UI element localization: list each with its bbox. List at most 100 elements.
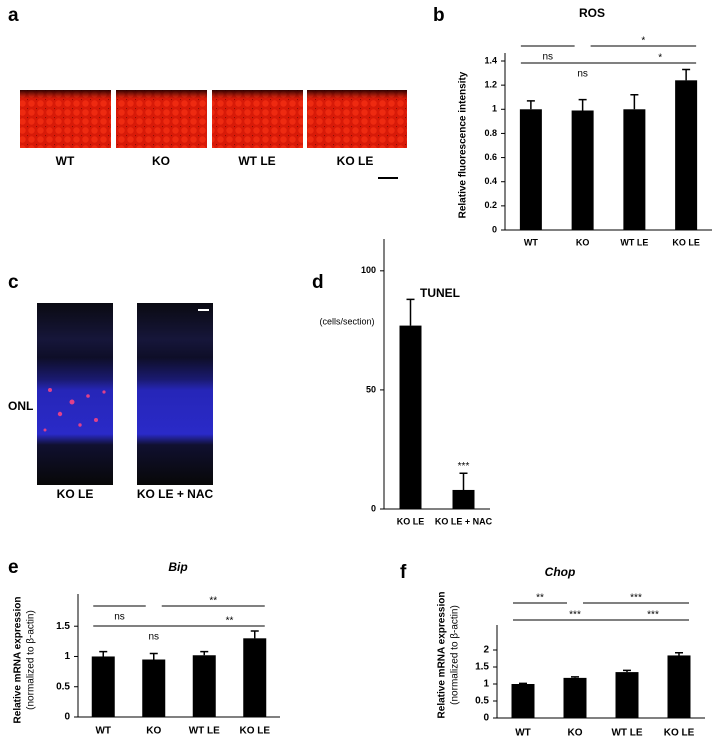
y-axis-label: Relative mRNA expression	[437, 592, 448, 719]
significance-label: **	[209, 596, 217, 607]
bar	[519, 109, 542, 230]
y-tick-label: 1.5	[475, 662, 489, 673]
significance-label: ***	[569, 610, 581, 621]
y-tick-label: 1	[483, 679, 489, 690]
bar	[571, 110, 594, 230]
y-tick-label: 50	[366, 384, 376, 394]
x-tick-label: KO	[146, 726, 161, 737]
error-bar	[623, 669, 631, 673]
image-label: KO LE	[57, 487, 94, 501]
error-bar	[406, 298, 415, 326]
bar	[615, 672, 639, 718]
error-bar	[149, 652, 158, 660]
image-label: KO LE + NAC	[137, 487, 214, 501]
panel-letter: e	[8, 557, 19, 578]
significance-label: **	[226, 616, 234, 627]
x-tick-label: KO	[568, 728, 583, 738]
significance-label: *	[641, 36, 645, 47]
significance-label: ***	[458, 461, 470, 472]
error-bar	[526, 100, 535, 110]
significance-label: ns	[148, 632, 159, 643]
y-tick-label: 0	[483, 713, 489, 724]
y-tick-label: 0.5	[475, 696, 489, 707]
chart-title: Chop	[545, 565, 576, 579]
y-tick-label: 0	[371, 503, 376, 513]
y-tick-label: 1.5	[56, 621, 70, 632]
panel-letter: a	[8, 5, 19, 26]
bar	[452, 489, 475, 509]
image-label: WT	[56, 154, 75, 168]
image-label: KO LE	[337, 154, 374, 168]
y-tick-label: 0	[492, 224, 497, 234]
x-tick-label: KO LE	[239, 726, 270, 737]
x-tick-label: WT	[524, 237, 538, 247]
x-tick-label: WT LE	[189, 726, 220, 737]
x-tick-label: WT	[515, 728, 531, 738]
region-label: ONL	[8, 399, 33, 413]
bar	[91, 656, 115, 717]
bar	[623, 109, 646, 230]
significance-label: **	[536, 593, 544, 604]
x-tick-label: KO LE + NAC	[435, 516, 493, 526]
chart-title: Bip	[168, 560, 187, 574]
panel-letter: b	[433, 5, 445, 26]
y-axis-label: Relative fluorescence intensity	[458, 71, 469, 218]
bar	[511, 684, 535, 718]
significance-label: ***	[647, 610, 659, 621]
x-tick-label: WT	[95, 726, 111, 737]
y-tick-label: 1.4	[484, 55, 497, 65]
panel-a-images	[20, 90, 407, 179]
bar	[563, 677, 587, 718]
y-tick-label: 0.8	[484, 128, 497, 138]
bar	[667, 655, 691, 718]
error-bar	[675, 651, 683, 656]
error-bar	[571, 676, 579, 678]
bar	[142, 659, 166, 717]
y-tick-label: 2	[483, 645, 489, 656]
error-bar	[200, 650, 209, 656]
x-tick-label: KO LE	[672, 237, 700, 247]
x-tick-label: KO LE	[664, 728, 695, 738]
significance-label: *	[658, 53, 662, 64]
bar	[399, 325, 422, 509]
y-tick-label: 0	[64, 712, 70, 723]
error-bar	[519, 682, 527, 685]
significance-label: ***	[630, 593, 642, 604]
panel-letter: c	[8, 272, 19, 293]
y-tick-label: 1	[64, 651, 70, 662]
x-tick-label: KO	[576, 237, 590, 247]
y-tick-label: 0.5	[56, 681, 70, 692]
error-bar	[630, 94, 639, 110]
bar	[192, 655, 216, 717]
y-tick-label: 0.6	[484, 152, 497, 162]
y-axis-note: (normalized to β-actin)	[26, 610, 37, 710]
y-tick-label: 100	[361, 265, 376, 275]
y-axis-note: (normalized to β-actin)	[450, 605, 461, 705]
y-tick-label: 0.4	[484, 176, 497, 186]
image-label: KO	[152, 154, 170, 168]
error-bar	[578, 98, 587, 111]
y-tick-label: 1.2	[484, 80, 497, 90]
x-tick-label: WT LE	[620, 237, 648, 247]
panel-letter: f	[400, 562, 407, 583]
error-bar	[99, 650, 108, 657]
significance-label: ns	[542, 52, 553, 63]
y-axis-label: (cells/section)	[319, 316, 374, 326]
panel-letter: d	[312, 272, 324, 293]
bar	[243, 638, 267, 717]
significance-label: ns	[577, 69, 588, 80]
x-tick-label: KO LE	[397, 516, 425, 526]
bar	[675, 80, 698, 230]
x-tick-label: WT LE	[611, 728, 642, 738]
chart-title: ROS	[579, 6, 605, 20]
error-bar	[682, 68, 691, 81]
panel-c-images	[37, 303, 213, 485]
image-label: WT LE	[238, 154, 275, 168]
chart-title: TUNEL	[420, 286, 460, 300]
y-axis-label: Relative mRNA expression	[13, 597, 24, 724]
significance-label: ns	[114, 612, 125, 623]
error-bar	[250, 630, 259, 639]
y-tick-label: 1	[492, 104, 497, 114]
y-tick-label: 0.2	[484, 200, 497, 210]
